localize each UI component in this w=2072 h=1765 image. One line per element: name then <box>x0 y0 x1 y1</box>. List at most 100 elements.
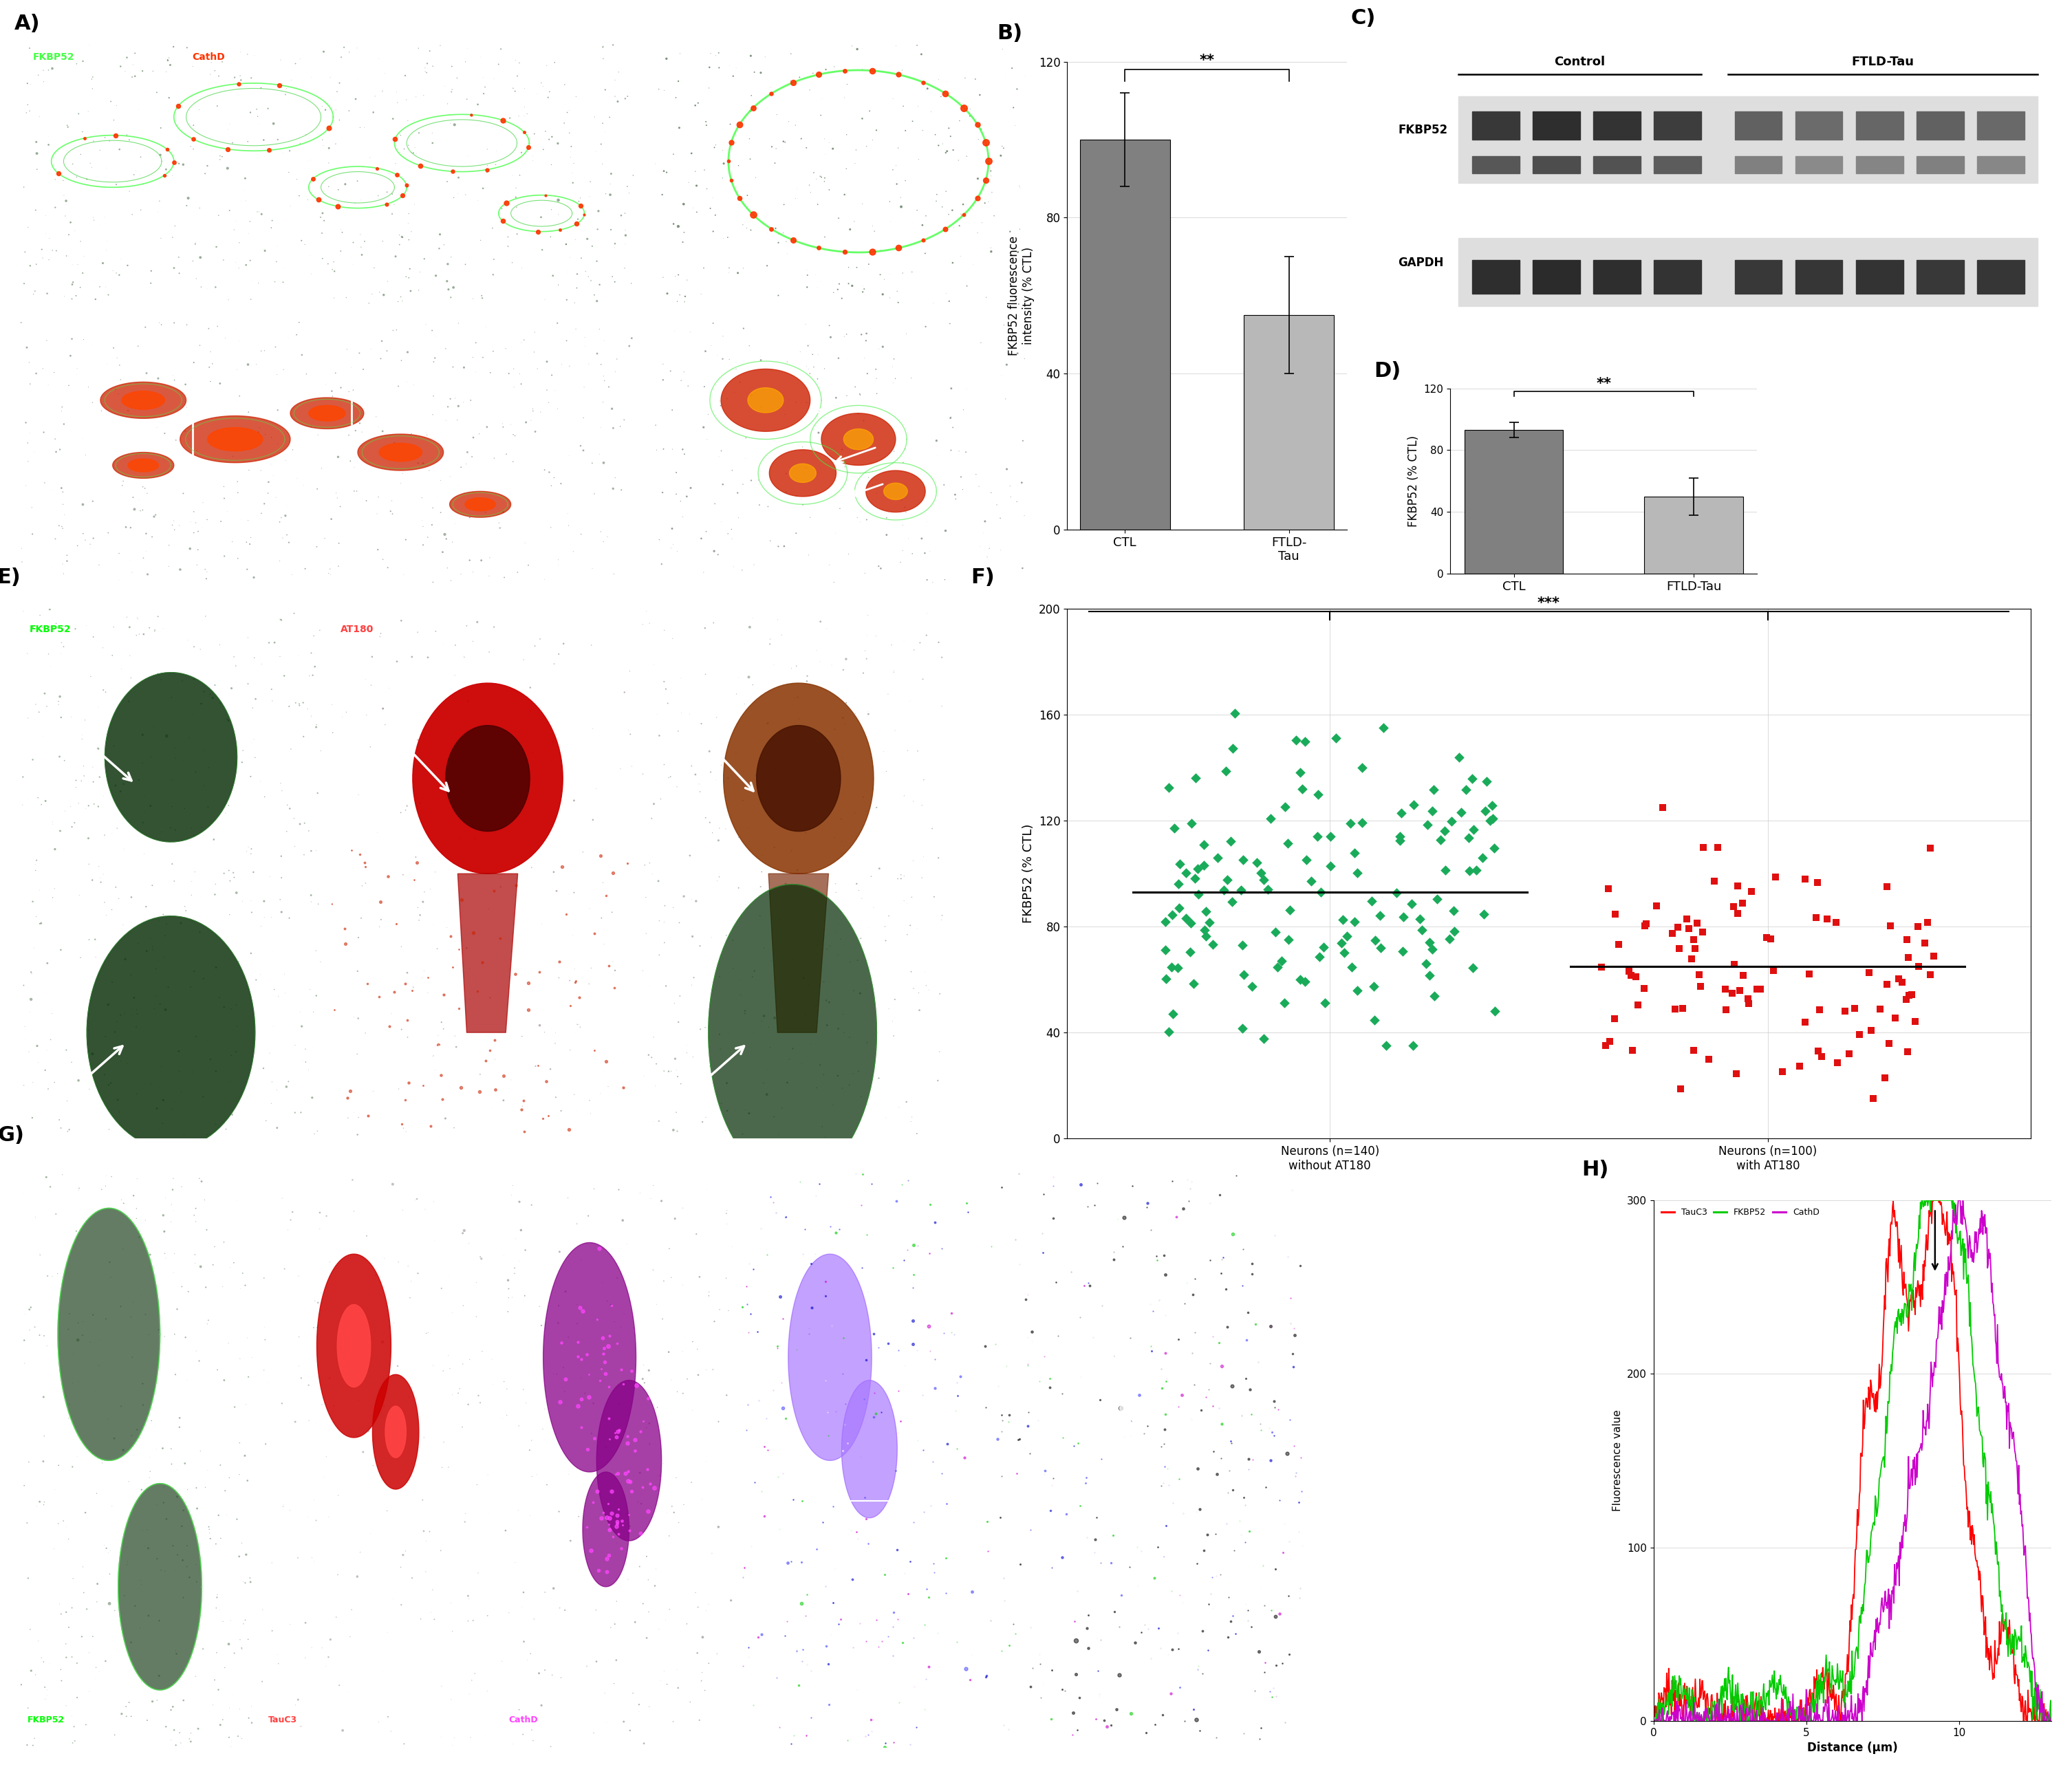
Point <box>1444 798 1477 826</box>
Point <box>1193 907 1227 935</box>
Polygon shape <box>885 484 908 499</box>
Point <box>73 1638 106 1666</box>
Point <box>431 1341 464 1370</box>
Point <box>704 508 738 537</box>
Point <box>850 637 883 665</box>
Point <box>375 199 408 228</box>
Point <box>839 372 872 401</box>
Point <box>48 798 81 826</box>
Point <box>611 83 644 111</box>
Point <box>547 1391 580 1419</box>
Point <box>908 842 941 870</box>
Point <box>54 342 87 371</box>
Point <box>215 443 249 471</box>
Text: FTLD-Tau: FTLD-Tau <box>1852 56 1915 69</box>
Point <box>110 1050 143 1078</box>
Point <box>653 1326 686 1354</box>
Point <box>725 1119 758 1147</box>
Point <box>427 630 460 658</box>
Point <box>182 95 215 124</box>
Point <box>160 1296 193 1324</box>
Point <box>599 192 632 221</box>
Text: FKBP52: FKBP52 <box>33 51 75 62</box>
Point <box>721 259 754 288</box>
Point <box>66 1308 99 1336</box>
Point <box>147 1474 180 1502</box>
Point <box>646 263 680 291</box>
Point <box>193 754 226 782</box>
Point <box>495 1283 528 1311</box>
Point <box>574 632 607 660</box>
Point <box>603 1175 636 1204</box>
Point <box>568 1317 601 1345</box>
Point <box>518 404 551 432</box>
Point <box>213 1606 247 1634</box>
Point <box>222 229 255 258</box>
Point <box>736 962 769 990</box>
Point <box>1003 215 1036 244</box>
Point <box>754 132 787 161</box>
Point <box>559 83 593 111</box>
Point <box>597 560 630 588</box>
Point <box>416 51 450 79</box>
Point <box>537 650 570 678</box>
Point <box>665 1089 698 1117</box>
Point <box>178 1250 211 1278</box>
Point <box>559 274 593 302</box>
Point <box>582 1479 615 1507</box>
Point <box>781 1075 814 1103</box>
Point <box>255 676 288 704</box>
Point <box>189 1474 222 1502</box>
Point <box>586 109 620 138</box>
Point <box>903 995 937 1024</box>
Point <box>199 1057 232 1085</box>
Point <box>137 935 170 964</box>
Point <box>860 480 893 508</box>
Point <box>702 1296 736 1324</box>
Point <box>850 505 883 533</box>
Point <box>193 1306 226 1334</box>
Point <box>247 1054 280 1082</box>
Point <box>802 365 835 394</box>
Point <box>160 1483 193 1511</box>
Point <box>1001 74 1034 102</box>
Point <box>972 325 1005 353</box>
Point <box>97 1018 131 1047</box>
Point <box>381 1352 414 1380</box>
Point <box>499 192 533 221</box>
Point <box>597 475 630 503</box>
Point <box>244 768 278 796</box>
Point <box>50 242 83 270</box>
Point <box>785 1048 818 1077</box>
Point <box>286 226 319 254</box>
Point <box>856 212 889 240</box>
Point <box>441 164 474 192</box>
Point <box>21 784 54 812</box>
Point <box>615 325 649 353</box>
Point <box>930 138 963 166</box>
Point <box>170 1532 203 1560</box>
Point <box>23 909 56 937</box>
Point <box>153 83 186 111</box>
Point <box>126 496 160 524</box>
Point <box>843 925 876 953</box>
Point <box>182 918 215 946</box>
Point <box>452 1581 485 1610</box>
Point <box>547 630 580 658</box>
Point <box>300 937 334 965</box>
Point <box>307 37 340 65</box>
Point <box>265 1389 298 1417</box>
Point <box>1285 757 1318 785</box>
Point <box>551 1324 584 1352</box>
Point <box>66 720 99 748</box>
Point <box>601 1528 634 1557</box>
Point <box>852 1029 885 1057</box>
Point <box>124 1645 157 1673</box>
Point <box>213 109 247 138</box>
Point <box>56 251 89 279</box>
Point <box>443 560 477 588</box>
Point <box>126 748 160 777</box>
Point <box>211 706 244 734</box>
Point <box>95 256 128 284</box>
Point <box>58 644 91 672</box>
